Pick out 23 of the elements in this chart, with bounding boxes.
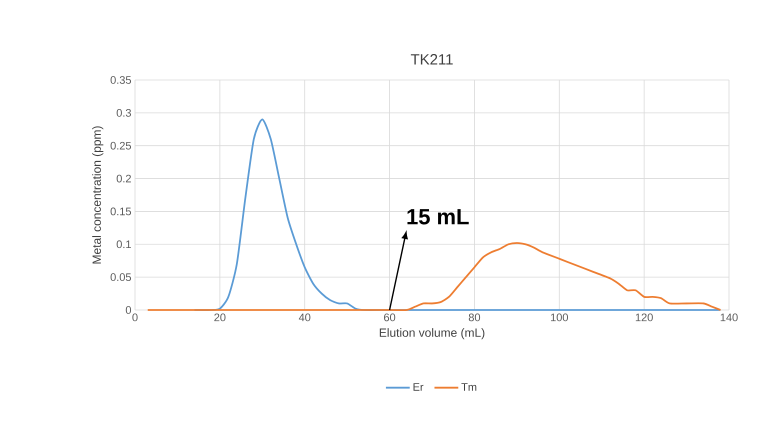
legend-label: Er <box>414 383 424 391</box>
y-tick-label: 0.1 <box>116 240 131 248</box>
y-tick-label: 0.35 <box>110 76 132 84</box>
chart-title: TK211 <box>410 54 453 64</box>
x-tick-label: 60 <box>384 314 396 322</box>
y-tick-label: 0.25 <box>110 142 132 150</box>
x-tick-label: 0 <box>132 314 138 322</box>
x-tick-label: 140 <box>720 314 738 322</box>
y-tick-label: 0.2 <box>116 174 131 182</box>
line-series <box>146 242 722 312</box>
legend-label: Tm <box>461 383 476 391</box>
x-tick-label: 80 <box>468 314 480 322</box>
y-axis-title: Metal concentration (ppm) <box>92 126 104 264</box>
x-tick-label: 20 <box>214 314 226 322</box>
annotation: 15 mL <box>407 209 469 224</box>
x-tick-label: 120 <box>636 314 653 322</box>
x-tick-label: 40 <box>298 314 310 322</box>
x-tick-label: 100 <box>550 314 568 322</box>
y-tick-label: 0.3 <box>116 108 131 117</box>
x-axis-title: Elution volume (mL) <box>380 328 484 340</box>
y-tick-label: 0.05 <box>110 273 132 282</box>
y-tick-label: 0 <box>126 306 132 314</box>
y-tick-label: 0.15 <box>110 208 132 216</box>
